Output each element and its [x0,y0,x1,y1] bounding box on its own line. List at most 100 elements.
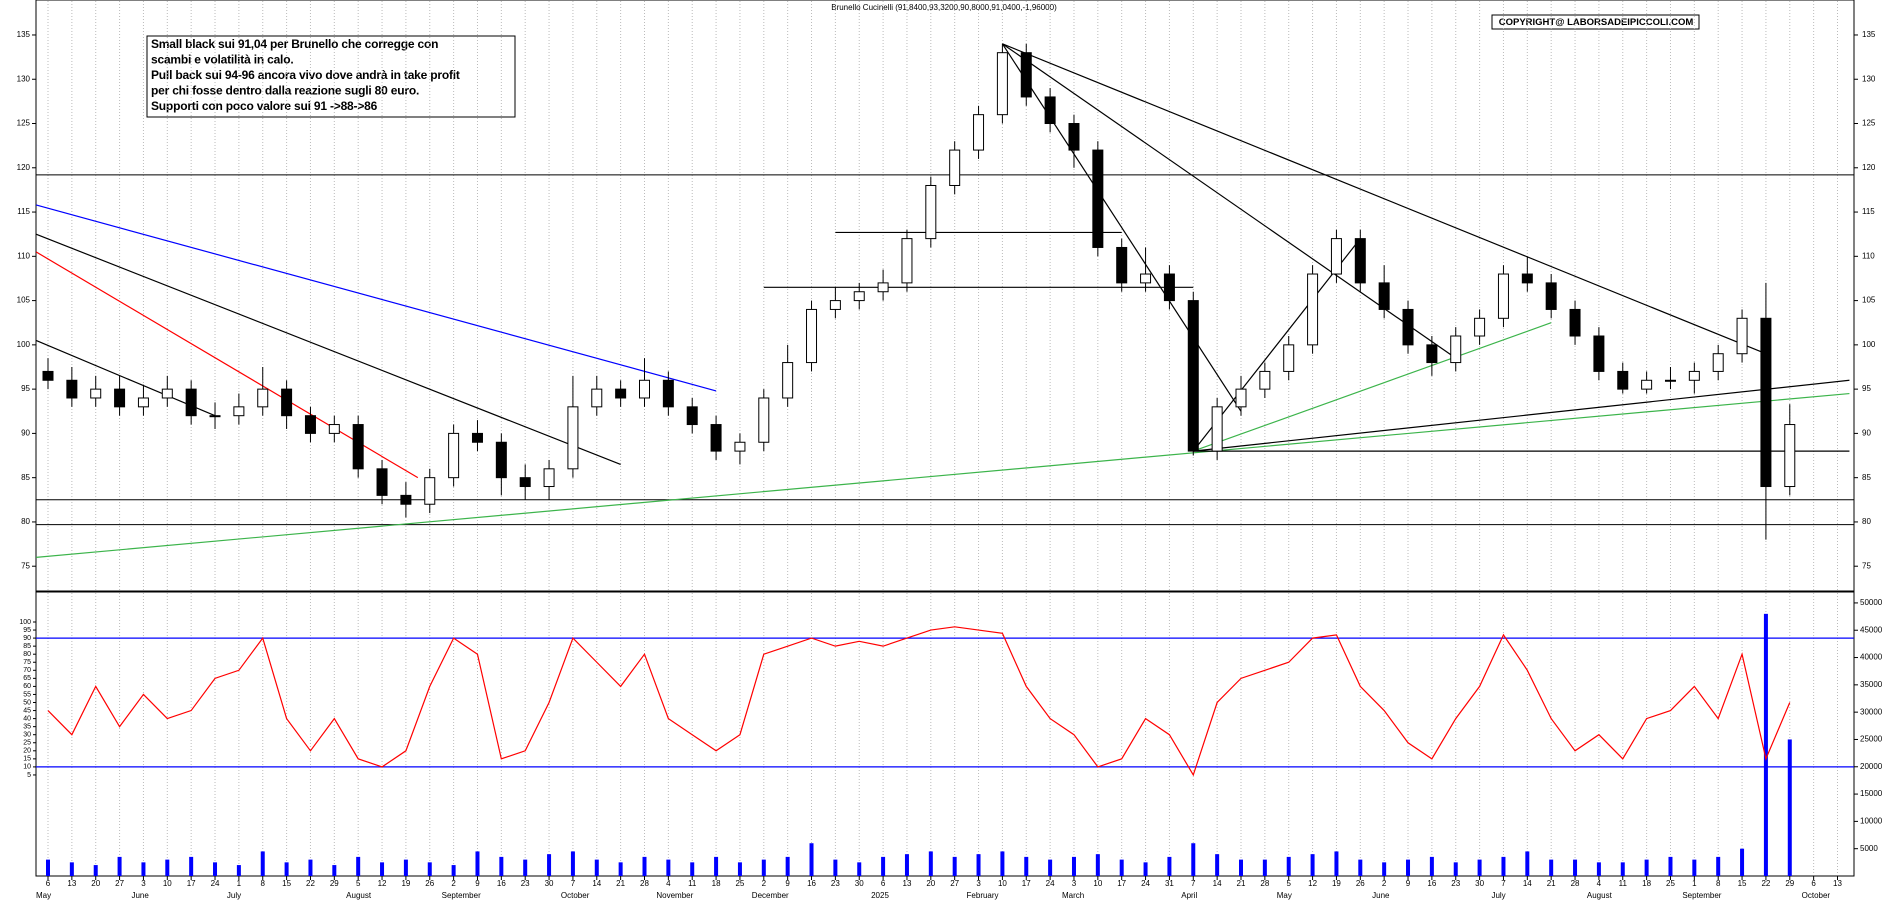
candle-body [1664,379,1676,382]
candle-body [233,406,245,417]
x-tick-label: 14 [1523,879,1532,888]
x-tick-label: 5 [1286,879,1291,888]
x-tick-label: 6 [46,879,51,888]
osc-tick-label: 60 [23,683,31,690]
trendline [1001,43,1242,412]
x-tick-label: 3 [141,879,146,888]
candle-body [543,468,555,488]
x-tick-label: 2 [762,879,767,888]
volume-bar [451,865,456,876]
volume-bar [499,856,504,876]
candle-body [42,370,54,381]
annotation-line: per chi fosse dentro dalla reazione sugl… [151,84,419,98]
x-tick-label: 17 [187,879,196,888]
volume-bar [1095,854,1100,876]
volume-bar [1143,862,1148,876]
x-tick-label: 3 [1072,879,1077,888]
candle-body [996,52,1008,116]
y-tick-label: 75 [21,561,30,570]
volume-bar [1692,859,1697,876]
osc-tick-label: 70 [23,667,31,674]
x-tick-label: 23 [831,879,840,888]
y-tick-label: 105 [17,296,31,305]
trendline [35,233,621,465]
volume-bar [1382,862,1387,876]
volume-bar [1620,862,1625,876]
volume-bar [1167,856,1172,876]
x-tick-label: 1 [1692,879,1697,888]
volume-bar [547,854,552,876]
volume-tick-label: 40000 [1860,653,1883,662]
candle-body [949,149,961,186]
volume-bar [594,859,599,876]
y-tick-label: 110 [1862,251,1875,260]
candle-body [1474,317,1486,337]
trendline [1193,379,1850,452]
volume-bar [189,856,194,876]
x-tick-label: 4 [666,879,671,888]
x-tick-label: 12 [378,879,387,888]
y-tick-label: 95 [1862,384,1871,393]
candle-body [829,300,841,310]
x-tick-label: 25 [1666,879,1675,888]
candle-body [758,397,770,443]
x-tick-label: 20 [926,879,935,888]
volume-bar [976,854,981,876]
x-tick-label: 10 [1093,879,1102,888]
month-label: February [967,891,999,900]
volume-bar [928,851,933,876]
x-tick-label: 21 [616,879,625,888]
volume-bar [1477,859,1482,876]
x-tick-label: 24 [1141,879,1150,888]
y-tick-label: 75 [1862,561,1871,570]
x-tick-label: 10 [163,879,172,888]
y-tick-label: 90 [1862,429,1871,438]
copyright: COPYRIGHT@ LABORSADEIPICCOLI.COM [1499,17,1694,28]
osc-tick-label: 35 [23,723,31,730]
volume-tick-label: 15000 [1860,789,1883,798]
x-tick-label: 6 [1811,879,1816,888]
volume-bar [761,859,766,876]
volume-bar [1716,856,1721,876]
candle-body [448,432,460,479]
candle-body [328,424,340,434]
volume-bar [1119,859,1124,876]
x-tick-label: 15 [282,879,291,888]
x-tick-label: 10 [998,879,1007,888]
candle-body [734,441,746,452]
volume-tick-label: 35000 [1860,680,1883,689]
osc-tick-label: 20 [23,748,31,755]
osc-tick-label: 45 [23,707,31,714]
candle-body [1330,238,1342,275]
x-tick-label: 28 [1571,879,1580,888]
x-tick-label: 19 [1332,879,1341,888]
y-tick-label: 110 [17,251,30,260]
trendline [1193,322,1552,452]
x-tick-label: 27 [115,879,124,888]
volume-tick-label: 45000 [1860,625,1883,634]
volume-bar [117,856,122,876]
trendline [35,339,216,417]
y-tick-label: 95 [21,384,30,393]
candle-body [209,415,221,418]
month-label: August [346,891,372,900]
x-tick-label: 2 [451,879,456,888]
candle-body [973,114,985,151]
candle-body [304,415,316,434]
candle-body [1569,308,1581,337]
annotation-line: Pull back sui 94-96 ancora vivo dove and… [151,68,460,82]
candle-body [853,291,865,302]
osc-tick-label: 100 [19,619,31,626]
x-tick-label: 12 [1308,879,1317,888]
candle-body [1235,388,1247,408]
candle-body [1736,317,1748,355]
candle-body [1092,149,1104,248]
osc-tick-label: 50 [23,699,31,706]
x-tick-label: 30 [1475,879,1484,888]
volume-tick-label: 5000 [1860,844,1878,853]
volume-bar [475,851,480,876]
candle-body [1402,308,1414,346]
x-tick-label: 27 [950,879,959,888]
y-tick-label: 115 [17,207,30,216]
x-tick-label: 21 [1547,879,1556,888]
